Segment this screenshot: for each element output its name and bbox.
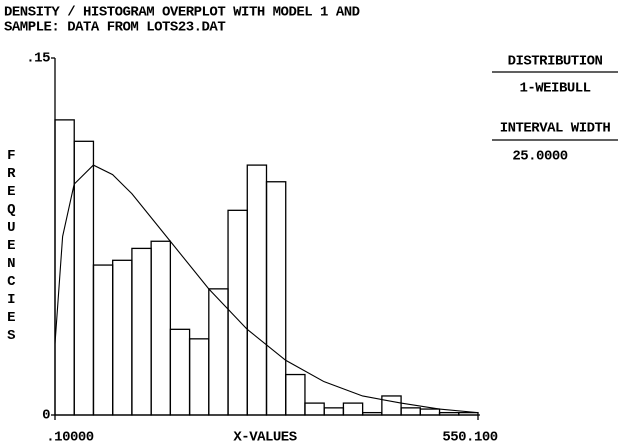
bar (208, 288, 229, 416)
bar (150, 240, 172, 416)
bar (458, 411, 479, 416)
bar (304, 402, 325, 416)
bar (169, 328, 191, 416)
x-axis-label: X-VALUES (233, 430, 296, 446)
panel-heading: INTERVAL WIDTH (500, 121, 611, 137)
x-tick-label: .10000 (46, 430, 94, 446)
bar (361, 411, 383, 416)
bar (419, 408, 441, 416)
panel-value: 25.0000 (512, 149, 567, 165)
panel-heading: DISTRIBUTION (508, 54, 603, 70)
bar (342, 402, 364, 416)
bar (188, 338, 210, 416)
bar (92, 264, 114, 416)
y-axis-label: FREQUENCIES (3, 148, 19, 346)
bar (112, 259, 133, 416)
bar (265, 181, 287, 416)
bar (381, 395, 402, 416)
bar (246, 164, 268, 416)
chart-title: DENSITY / HISTOGRAM OVERPLOT WITH MODEL … (4, 5, 360, 21)
bar (323, 407, 345, 416)
bar (131, 247, 152, 416)
bar (54, 119, 75, 416)
bar (73, 140, 95, 416)
chart-title: SAMPLE: DATA FROM LOTS23.DAT (4, 20, 225, 36)
density-curve (54, 164, 478, 414)
panel-value: 1-WEIBULL (519, 81, 590, 97)
bar (438, 411, 460, 416)
y-tick-label: 0 (42, 408, 50, 424)
bar (400, 407, 421, 416)
bar (285, 373, 306, 416)
y-tick-label: .15 (26, 51, 50, 67)
x-tick-label: 550.100 (442, 430, 497, 446)
